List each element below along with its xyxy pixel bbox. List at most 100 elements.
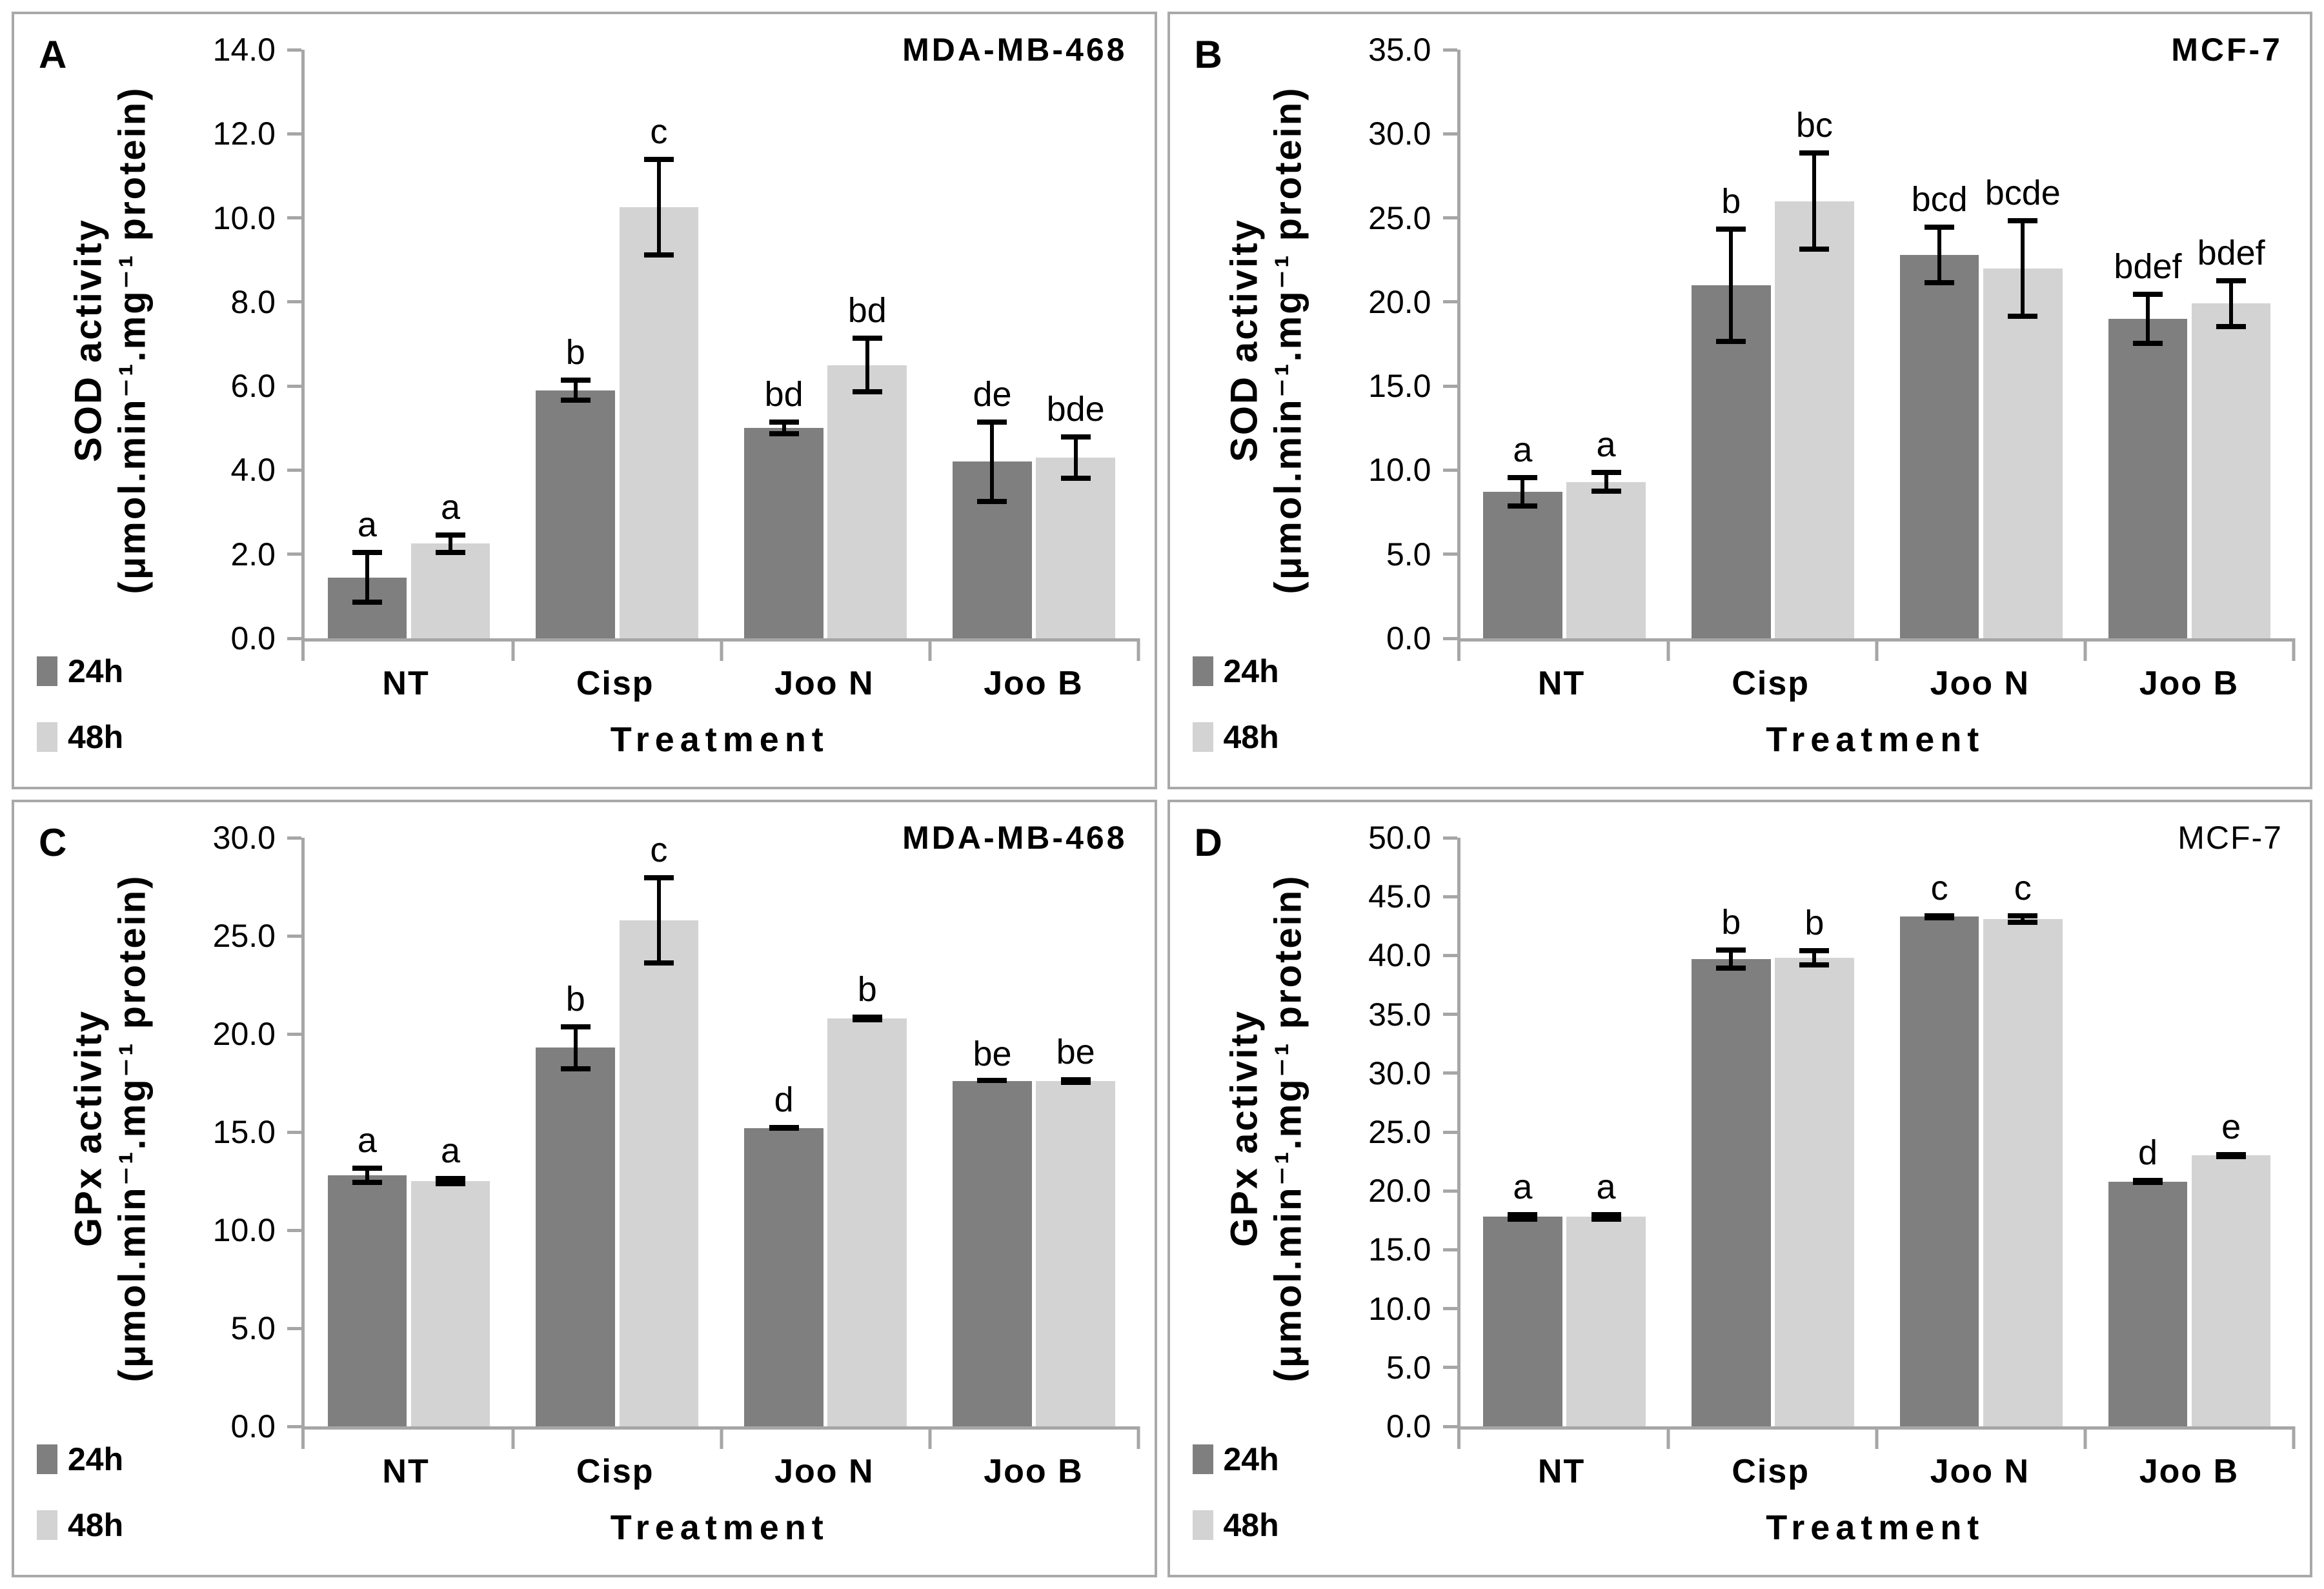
plot-area: 0.0 5.0 10.0 15.0 20.0 25.0 30.0 35.0 40.0 45.0 50…	[1368, 820, 2296, 1449]
significance-letter: b	[1804, 904, 1824, 943]
y-axis-tick	[1442, 636, 1457, 640]
x-category-label: Joo B	[2139, 665, 2239, 702]
significance-letter: e	[2221, 1108, 2241, 1147]
x-category-label: NT	[382, 665, 430, 702]
significance-letter: d	[2137, 1133, 2158, 1173]
y-axis-tick	[287, 1228, 301, 1232]
error-bar-stem	[1812, 948, 1817, 967]
y-axis-tick-label: 40.0	[1368, 937, 1431, 974]
bar-group-joo-b: be be	[930, 838, 1138, 1426]
bar-groups: a a b bc bcd bcde bdef bdef	[1460, 50, 2294, 638]
cell-line-title: MDA-MB-468	[902, 820, 1127, 856]
error-bar	[2008, 218, 2038, 319]
legend-label: 48h	[1223, 719, 1279, 755]
error-bar	[352, 1165, 382, 1186]
error-bar	[977, 1078, 1007, 1083]
bar-24h	[327, 1175, 407, 1426]
bar-24h	[1899, 916, 1979, 1426]
x-axis-tick	[1875, 638, 1879, 661]
y-axis-tick	[1442, 384, 1457, 388]
bar-24h	[536, 1048, 616, 1426]
significance-letter: be	[1056, 1032, 1095, 1071]
x-category-label: NT	[382, 1453, 430, 1490]
legend: 24h 48h	[1192, 653, 1279, 756]
error-bar	[436, 532, 465, 556]
y-axis-tick	[287, 216, 301, 220]
error-bar-cap-bottom	[852, 1017, 882, 1022]
significance-letter: a	[440, 1131, 461, 1171]
y-axis-tick-label: 20.0	[1368, 283, 1431, 320]
y-axis-tick	[287, 468, 301, 472]
error-bar	[560, 1024, 591, 1071]
significance-letter: a	[1513, 430, 1533, 470]
bar-48h	[827, 1018, 907, 1426]
y-axis-tick	[287, 48, 301, 52]
error-bar-cap-bottom	[2008, 313, 2038, 319]
legend-item-24h: 24h	[37, 653, 123, 690]
x-axis-tick	[2292, 638, 2296, 661]
error-bar-cap-bottom	[2132, 340, 2163, 346]
error-bar-stem	[2021, 913, 2025, 925]
x-category-label: Cisp	[1732, 665, 1810, 702]
y-axis-tick-label: 30.0	[212, 820, 276, 856]
error-bar-cap-bottom	[1060, 1080, 1091, 1086]
x-category-label: Joo N	[774, 665, 874, 702]
bar-48h	[827, 365, 907, 638]
legend: 24h 48h	[37, 1441, 123, 1544]
error-bar-cap-bottom	[1925, 279, 1955, 285]
error-bar-cap-bottom	[560, 398, 591, 403]
significance-letter: b	[565, 979, 585, 1018]
x-axis-tick	[928, 638, 932, 661]
error-bar-cap-bottom	[2216, 323, 2247, 329]
y-axis-tick	[287, 1130, 301, 1134]
legend-swatch-icon	[37, 656, 57, 686]
bar-48h	[1775, 201, 1854, 638]
bar-48h	[1983, 268, 2063, 638]
legend-item-24h: 24h	[1192, 1441, 1279, 1478]
error-bar-cap-bottom	[436, 550, 465, 556]
y-axis-tick-label: 15.0	[212, 1114, 276, 1150]
significance-letter: de	[973, 375, 1012, 414]
y-axis-tick	[1442, 1013, 1457, 1017]
y-axis-tick-label: 50.0	[1368, 820, 1431, 856]
legend-item-24h: 24h	[1192, 653, 1279, 690]
bar-48h	[1036, 1080, 1115, 1426]
bar-48h	[619, 207, 699, 638]
x-axis-tick	[1666, 638, 1670, 661]
legend-item-24h: 24h	[37, 1441, 123, 1478]
error-bar	[1591, 1212, 1621, 1222]
error-bar	[769, 1125, 799, 1131]
error-bar-stem	[782, 420, 786, 437]
y-axis-tick	[287, 132, 301, 136]
bar-48h	[619, 920, 699, 1426]
legend-label: 48h	[68, 1507, 124, 1543]
y-axis-tick	[1442, 1071, 1457, 1075]
y-axis-tick	[287, 934, 301, 938]
y-axis-title-line2: (μmol.min⁻¹.mg⁻¹ protein)	[1267, 86, 1309, 594]
significance-letter: bd	[847, 290, 887, 330]
y-axis-tick-label: 14.0	[212, 32, 276, 68]
error-bar	[1716, 947, 1746, 971]
significance-letter: bd	[764, 375, 803, 414]
y-axis-tick-label: 0.0	[1386, 620, 1431, 656]
legend-swatch-icon	[37, 1510, 57, 1540]
bar-48h	[1983, 918, 2063, 1426]
y-axis-tick	[1442, 1130, 1457, 1134]
error-bar	[2216, 1152, 2247, 1159]
y-axis-title-line1: SOD activity	[1223, 218, 1266, 462]
y-axis-tick	[287, 1032, 301, 1036]
x-category-label: Cisp	[1732, 1453, 1810, 1490]
error-bar-cap-bottom	[852, 389, 882, 395]
y-axis-tick	[1442, 1189, 1457, 1193]
x-axis-tick	[511, 1426, 515, 1449]
y-axis-tick	[1442, 895, 1457, 898]
y-axis-tick-label: 45.0	[1368, 878, 1431, 915]
error-bar-cap-bottom	[1508, 503, 1538, 509]
y-axis-tick	[1442, 1307, 1457, 1311]
x-axis-tick	[2083, 638, 2087, 661]
x-axis-tick	[2083, 1426, 2087, 1449]
x-axis-title: Treatment	[1766, 720, 1985, 759]
panel-B: B MCF-7 SOD activity (μmol.min⁻¹.mg⁻¹ prote…	[1167, 12, 2312, 789]
